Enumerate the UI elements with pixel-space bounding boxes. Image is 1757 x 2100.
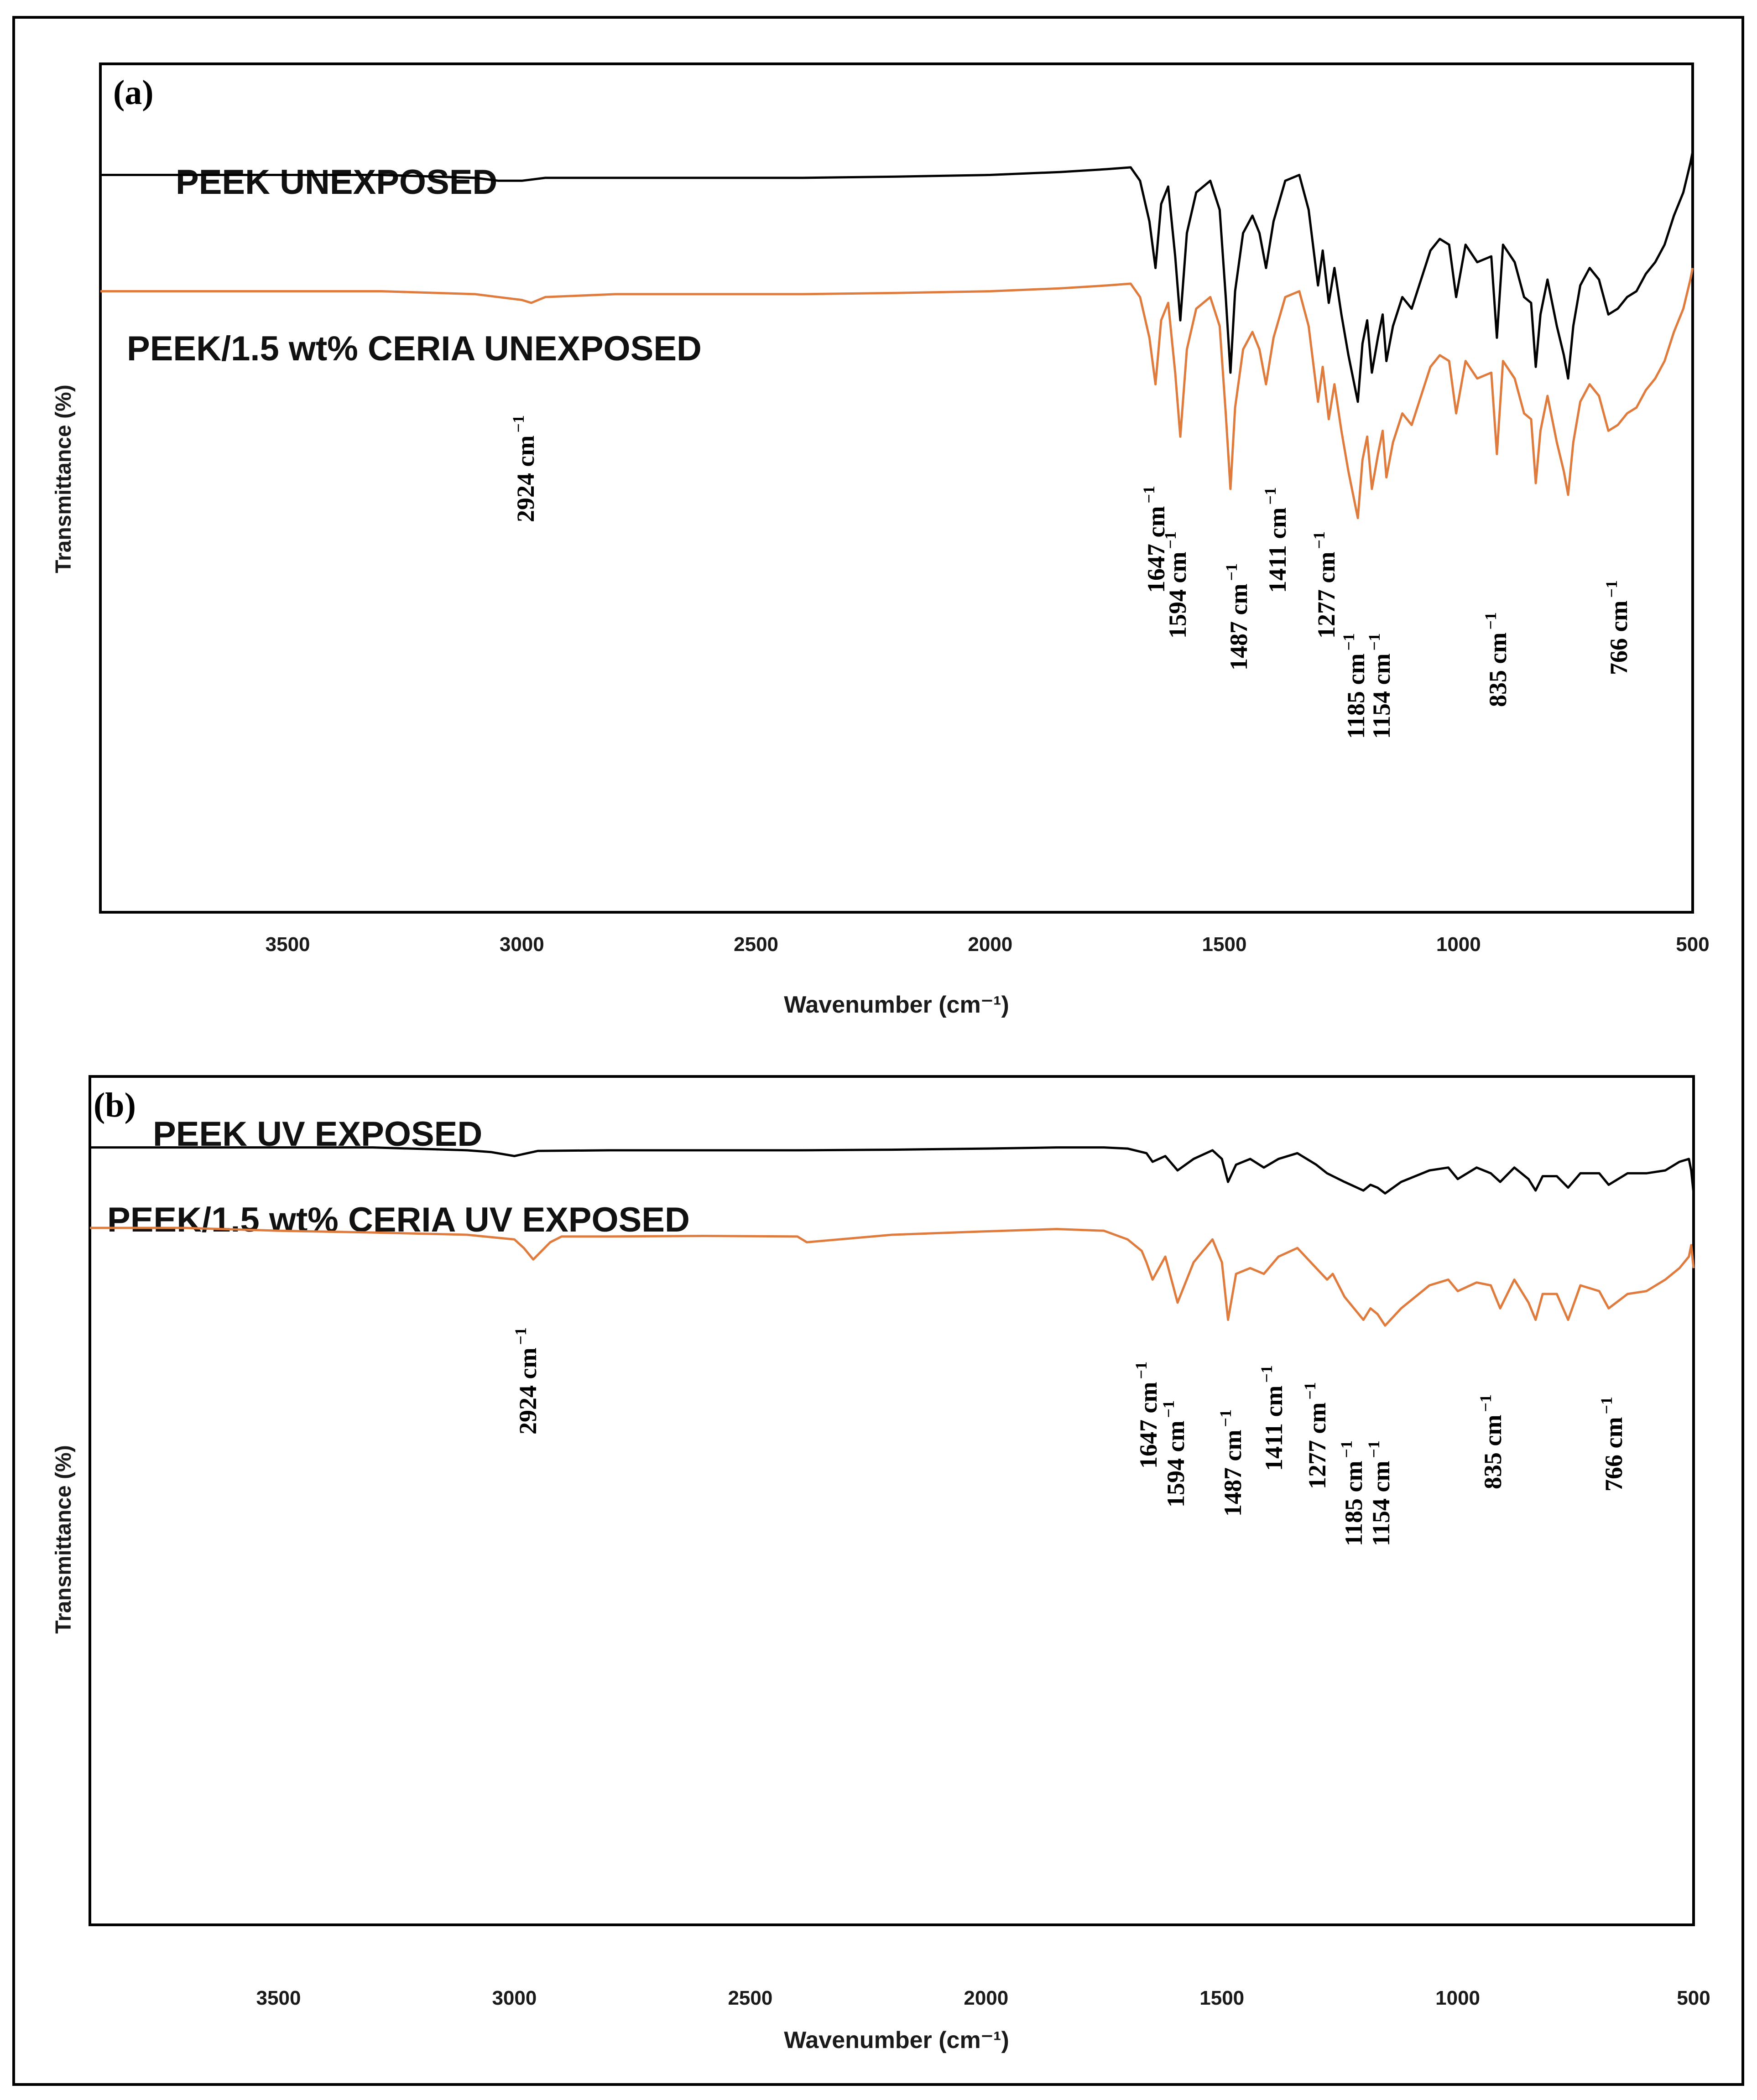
panel-a-peak-label: 1185 cm−1 <box>1340 633 1370 739</box>
panel-a-peak-label: 766 cm−1 <box>1602 580 1632 675</box>
panel-b-x-axis-title: Wavenumber (cm⁻¹) <box>784 2027 1009 2053</box>
panel-b-x-tick-label: 3000 <box>492 1987 537 2009</box>
panel-b-x-tick-label: 1000 <box>1435 1987 1480 2009</box>
panel-a-lines <box>100 151 1694 520</box>
panel-b-peak-label: 835 cm−1 <box>1476 1394 1507 1489</box>
panel-b-peak-label: 2924 cm−1 <box>511 1327 542 1435</box>
panel-b: (b) PEEK UV EXPOSED PEEK/1.5 wt% CERIA U… <box>52 1075 1710 2053</box>
panel-a-x-axis-title: Wavenumber (cm⁻¹) <box>784 992 1009 1018</box>
panel-a-peak-label: 1154 cm−1 <box>1365 633 1395 739</box>
panel-a: (a) PEEK UNEXPOSED PEEK/1.5 wt% CERIA UN… <box>52 62 1710 1018</box>
panel-a-series-2-line <box>100 268 1694 520</box>
panel-b-x-ticks: 3500 3000 2500 2000 1500 1000 500 <box>256 1987 1710 2009</box>
panel-b-peak-label: 1185 cm−1 <box>1337 1440 1367 1546</box>
panel-b-series-2-line <box>90 1227 1695 1327</box>
panel-b-peak-label: 1277 cm−1 <box>1301 1382 1331 1489</box>
panel-a-peak-label: 1487 cm−1 <box>1222 563 1252 671</box>
panel-b-x-tick-label: 2500 <box>728 1987 772 2009</box>
panel-a-series-2-label: PEEK/1.5 wt% CERIA UNEXPOSED <box>127 329 702 368</box>
panel-b-series-1-line <box>90 1146 1695 1195</box>
panel-a-x-tick-label: 2500 <box>734 933 778 956</box>
panel-b-x-tick-label: 2000 <box>964 1987 1008 2009</box>
panel-a-x-tick-label: 1000 <box>1436 933 1481 956</box>
panel-a-peak-label: 1647 cm−1 <box>1140 486 1170 593</box>
panel-b-peak-label: 1154 cm−1 <box>1365 1440 1395 1546</box>
panel-a-x-ticks: 3500 3000 2500 2000 1500 1000 500 <box>266 933 1710 956</box>
panel-b-peak-label: 1594 cm−1 <box>1159 1400 1189 1507</box>
panel-a-peak-label: 1277 cm−1 <box>1310 531 1340 639</box>
panel-a-x-tick-label: 3500 <box>266 933 310 956</box>
panel-b-peak-label: 1487 cm−1 <box>1216 1409 1246 1517</box>
panel-a-peak-label: 1411 cm−1 <box>1261 487 1291 593</box>
panel-a-x-tick-label: 2000 <box>968 933 1012 956</box>
panel-b-label: (b) <box>94 1086 136 1124</box>
panel-b-peak-label: 1647 cm−1 <box>1132 1362 1162 1469</box>
panel-b-peak-label: 766 cm−1 <box>1597 1397 1627 1492</box>
panel-b-frame <box>89 1075 1695 1926</box>
panel-a-x-tick-label: 500 <box>1676 933 1709 956</box>
panel-a-series-1-line <box>100 151 1694 403</box>
panel-a-x-tick-label: 3000 <box>500 933 544 956</box>
panel-a-y-axis-title: Transmittance (%) <box>52 385 76 573</box>
panel-a-peak-label: 2924 cm−1 <box>509 415 539 522</box>
panel-b-x-tick-label: 1500 <box>1199 1987 1244 2009</box>
panel-a-x-tick-label: 1500 <box>1202 933 1247 956</box>
panel-b-peak-label: 1411 cm−1 <box>1257 1365 1288 1471</box>
panel-b-x-tick-label: 500 <box>1677 1987 1710 2009</box>
panel-b-lines <box>90 1146 1695 1327</box>
panel-a-series-1-label: PEEK UNEXPOSED <box>176 163 497 202</box>
panel-a-label: (a) <box>113 73 154 112</box>
panel-a-frame <box>99 62 1694 914</box>
panel-a-peak-label: 1594 cm−1 <box>1161 531 1191 639</box>
panel-a-peak-label: 835 cm−1 <box>1481 612 1512 707</box>
panel-b-y-axis-title: Transmittance (%) <box>52 1445 76 1633</box>
panel-b-x-tick-label: 3500 <box>256 1987 301 2009</box>
